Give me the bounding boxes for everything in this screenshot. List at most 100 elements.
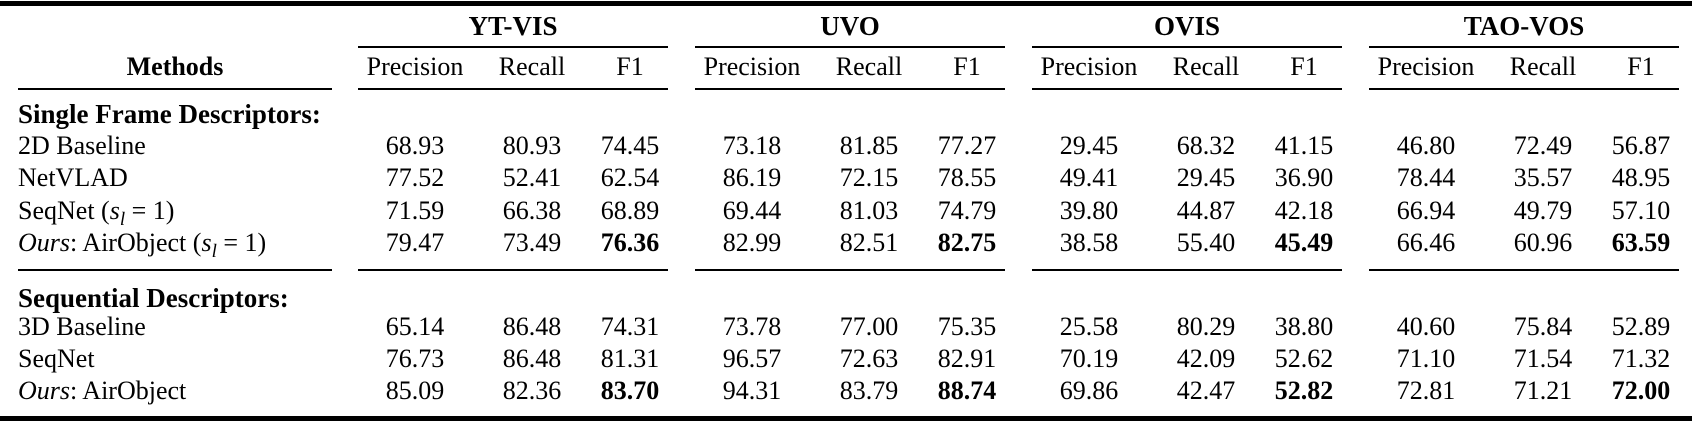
section-divider-methods	[18, 269, 332, 271]
ours-label: Ours	[18, 376, 71, 405]
value-cell: 25.58	[1059, 312, 1119, 341]
value-cell: 73.49	[502, 228, 562, 257]
method-cell: 2D Baseline	[18, 130, 332, 162]
col-header-f1: F1	[616, 52, 644, 81]
value-cell: 36.90	[1274, 163, 1334, 192]
value-cell: 75.84	[1513, 312, 1573, 341]
table-row: SeqNet 76.73 86.48 81.31 96.57 72.63 82.…	[0, 343, 1692, 375]
method-cell: Ours: AirObject (sl = 1)	[18, 227, 332, 263]
table-row: 3D Baseline 65.14 86.48 74.31 73.78 77.0…	[0, 311, 1692, 343]
value-cell: 94.31	[722, 376, 782, 405]
value-cell: 85.09	[385, 376, 445, 405]
value-cell: 66.94	[1396, 196, 1456, 225]
math-subscript: l	[119, 209, 126, 231]
value-cell: 66.46	[1396, 228, 1456, 257]
value-cell: 44.87	[1176, 196, 1236, 225]
group-underline-taovos	[1369, 46, 1679, 48]
col-header-precision: Precision	[1377, 52, 1475, 81]
value-cell: 52.89	[1611, 312, 1671, 341]
header-underline-methods	[18, 88, 332, 90]
math-subscript: l	[211, 241, 217, 263]
group-underline-ovis	[1032, 46, 1342, 48]
group-header-taovos: TAO-VOS	[1463, 11, 1585, 41]
col-header-f1: F1	[1290, 52, 1318, 81]
value-cell: 83.79	[839, 376, 899, 405]
value-cell: 78.44	[1396, 163, 1456, 192]
value-cell: 86.48	[502, 312, 562, 341]
value-cell: 35.57	[1513, 163, 1573, 192]
value-cell: 49.41	[1059, 163, 1119, 192]
value-cell: 77.27	[937, 131, 997, 160]
value-cell: 77.52	[385, 163, 445, 192]
value-cell: 79.47	[385, 228, 445, 257]
value-cell: 74.79	[937, 196, 997, 225]
value-cell: 46.80	[1396, 131, 1456, 160]
value-cell: 69.86	[1059, 376, 1119, 405]
value-cell: 48.95	[1611, 163, 1671, 192]
method-label-suffix: = 1)	[125, 196, 175, 225]
value-cell: 86.48	[502, 344, 562, 373]
value-cell-best: 72.00	[1611, 376, 1671, 405]
table-row: NetVLAD 77.52 52.41 62.54 86.19 72.15 78…	[0, 162, 1692, 194]
group-header-uvo: UVO	[820, 11, 880, 41]
value-cell: 77.00	[839, 312, 899, 341]
value-cell: 49.79	[1513, 196, 1573, 225]
value-cell: 81.31	[600, 344, 660, 373]
col-header-precision: Precision	[1040, 52, 1138, 81]
value-cell: 41.15	[1274, 131, 1334, 160]
method-label: SeqNet	[18, 344, 95, 373]
value-cell: 72.15	[839, 163, 899, 192]
methods-header: Methods	[126, 52, 224, 81]
section-heading-row: Single Frame Descriptors:	[0, 98, 1692, 130]
value-cell: 80.93	[502, 131, 562, 160]
value-cell: 62.54	[600, 163, 660, 192]
method-label-suffix: = 1)	[216, 228, 267, 257]
value-cell: 40.60	[1396, 312, 1456, 341]
header-underline-taovos	[1369, 88, 1679, 90]
section-heading: Sequential Descriptors:	[18, 283, 289, 313]
value-cell: 42.47	[1176, 376, 1236, 405]
value-cell-best: 82.75	[937, 228, 997, 257]
value-cell: 68.93	[385, 131, 445, 160]
value-cell: 86.19	[722, 163, 782, 192]
value-cell: 52.62	[1274, 344, 1334, 373]
value-cell: 38.58	[1059, 228, 1119, 257]
value-cell: 69.44	[722, 196, 782, 225]
value-cell: 57.10	[1611, 196, 1671, 225]
group-header-ytvis: YT-VIS	[468, 11, 558, 41]
value-cell-best: 88.74	[937, 376, 997, 405]
value-cell: 71.59	[385, 196, 445, 225]
col-header-precision: Precision	[366, 52, 464, 81]
table-row: SeqNet (sl = 1) 71.59 66.38 68.89 69.44 …	[0, 195, 1692, 231]
value-cell: 70.19	[1059, 344, 1119, 373]
col-header-recall: Recall	[835, 52, 903, 81]
math-var: s	[109, 196, 120, 225]
group-header-row: YT-VIS UVO OVIS TAO-VOS	[0, 8, 1692, 44]
value-cell: 68.89	[600, 196, 660, 225]
value-cell: 74.31	[600, 312, 660, 341]
value-cell: 81.85	[839, 131, 899, 160]
method-cell: Ours: AirObject	[18, 375, 332, 407]
col-header-precision: Precision	[703, 52, 801, 81]
value-cell: 71.54	[1513, 344, 1573, 373]
header-underline-ytvis	[358, 88, 668, 90]
col-header-recall: Recall	[1509, 52, 1577, 81]
value-cell: 42.18	[1274, 196, 1334, 225]
value-cell: 82.99	[722, 228, 782, 257]
group-underline-uvo	[695, 46, 1005, 48]
math-var: s	[201, 228, 212, 257]
value-cell: 55.40	[1176, 228, 1236, 257]
table-bottom-rule	[0, 416, 1692, 421]
value-cell: 73.18	[722, 131, 782, 160]
value-cell: 71.21	[1513, 376, 1573, 405]
value-cell: 73.78	[722, 312, 782, 341]
group-underline-ytvis	[358, 46, 668, 48]
table-top-rule	[0, 1, 1692, 6]
value-cell: 65.14	[385, 312, 445, 341]
value-cell: 38.80	[1274, 312, 1334, 341]
value-cell: 82.36	[502, 376, 562, 405]
method-cell: SeqNet	[18, 343, 332, 375]
method-cell: SeqNet (sl = 1)	[18, 195, 332, 231]
table-row: 2D Baseline 68.93 80.93 74.45 73.18 81.8…	[0, 130, 1692, 162]
